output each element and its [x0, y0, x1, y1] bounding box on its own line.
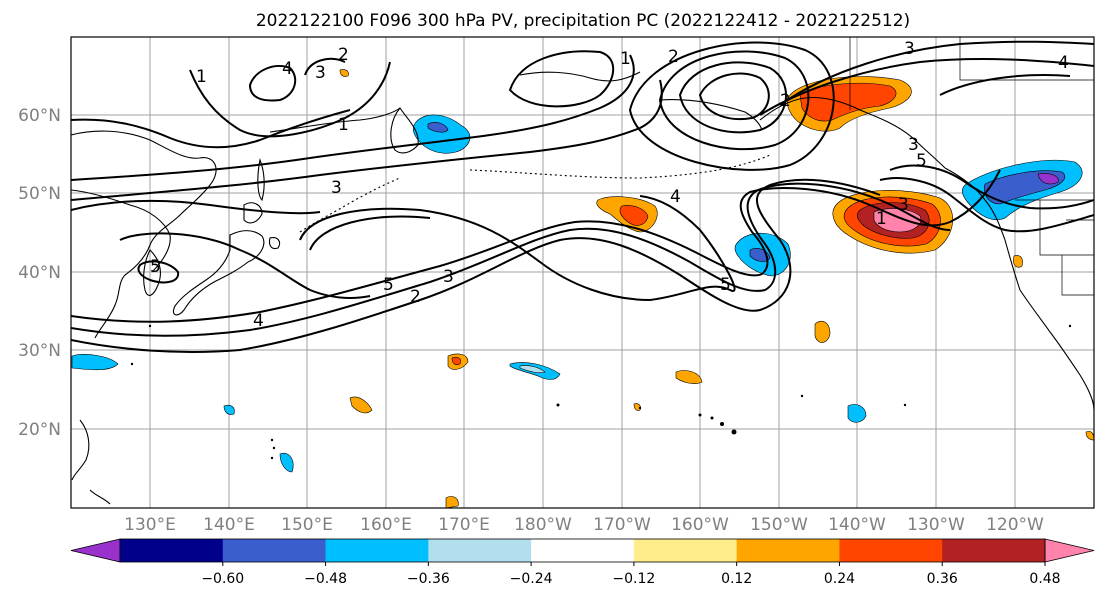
pv-label: 3 — [898, 195, 909, 215]
pv-label: 4 — [1058, 53, 1069, 73]
latitude-labels: 60°N 50°N 40°N 30°N 20°N — [18, 106, 61, 440]
pv-label: 2 — [338, 45, 349, 65]
colorbar-segment — [428, 539, 532, 562]
lon-label: 150°E — [281, 515, 333, 535]
pv-contours — [71, 40, 1094, 353]
islands — [130, 324, 1072, 460]
colorbar-frame — [119, 538, 1046, 563]
graticule — [71, 37, 1094, 508]
colorbar-segment — [531, 539, 635, 562]
pv-label: 2 — [668, 47, 679, 67]
lon-label: 130°W — [907, 515, 965, 535]
colorbar-tick-label: 0.24 — [824, 571, 855, 587]
colorbar-segment — [736, 539, 840, 562]
lat-label: 50°N — [18, 184, 61, 204]
colorbar-tick-label: 0.48 — [1029, 571, 1060, 587]
lon-label: 160°E — [360, 515, 412, 535]
pv-label: 5 — [720, 275, 731, 295]
lat-label: 20°N — [18, 420, 61, 440]
colorbar-tick-label: −0.24 — [510, 571, 553, 587]
pv-label: 4 — [670, 187, 681, 207]
colorbar-tick-label: −0.48 — [304, 571, 347, 587]
pv-label: 3 — [908, 135, 919, 155]
colorbar-tick-label: 0.12 — [721, 571, 752, 587]
colorbar: −0.60 −0.48 −0.36 −0.24 −0.12 0.12 0.24 0.36 0.4… — [70, 538, 1095, 587]
pv-label: 3 — [315, 63, 326, 83]
map-frame — [70, 36, 1095, 509]
colorbar-extend-high — [1044, 538, 1095, 563]
pv-label: 1 — [876, 209, 887, 229]
pv-label: 1 — [620, 49, 631, 69]
pv-label: 5 — [383, 275, 394, 295]
pv-label: 3 — [331, 178, 342, 198]
colorbar-segment — [120, 539, 224, 562]
colorbar-segment — [325, 539, 429, 562]
colorbar-segment — [942, 539, 1046, 562]
lon-label: 170°E — [438, 515, 490, 535]
lon-label: 140°E — [203, 515, 255, 535]
pv-label: 2 — [410, 287, 421, 307]
lon-label: 150°W — [750, 515, 808, 535]
lat-label: 40°N — [18, 263, 61, 283]
lon-label: 130°E — [124, 515, 176, 535]
pv-labels: 1 2 3 4 5 1 2 3 4 5 3 4 5 2 3 4 1 2 3 5 … — [150, 39, 1069, 331]
pv-label: 5 — [150, 257, 161, 277]
pv-label: 3 — [904, 39, 915, 59]
precip-shading — [71, 69, 1094, 508]
pv-label: 1 — [196, 67, 207, 87]
pv-label: 4 — [282, 59, 293, 79]
colorbar-tick-label: −0.60 — [201, 571, 244, 587]
borders — [849, 37, 1094, 296]
colorbar-segment — [839, 539, 943, 562]
pv-label: 4 — [253, 311, 264, 331]
longitude-labels: 130°E 140°E 150°E 160°E 170°E 180°W 170°… — [124, 515, 1044, 535]
lat-label: 30°N — [18, 341, 61, 361]
map-title: 2022122100 F096 300 hPa PV, precipitatio… — [256, 11, 910, 31]
lon-label: 160°W — [671, 515, 729, 535]
lon-label: 180°W — [514, 515, 572, 535]
colorbar-segment — [633, 539, 738, 562]
pv-label: 3 — [443, 267, 454, 287]
colorbar-tick-label: −0.36 — [407, 571, 450, 587]
pv-label: 5 — [916, 151, 927, 171]
lon-label: 140°W — [828, 515, 886, 535]
colorbar-tick-label: −0.12 — [612, 571, 655, 587]
lon-label: 120°W — [986, 515, 1044, 535]
colorbar-extend-low — [70, 538, 121, 563]
lat-label: 60°N — [18, 106, 61, 126]
colorbar-tick-label: 0.36 — [927, 571, 958, 587]
lon-label: 170°W — [593, 515, 651, 535]
colorbar-segment — [222, 539, 327, 562]
map-content: 1 2 3 4 5 1 2 3 4 5 3 4 5 2 3 4 1 2 3 5 … — [71, 37, 1094, 508]
pv-label: 1 — [338, 115, 349, 135]
pv-label: 2 — [780, 91, 791, 111]
